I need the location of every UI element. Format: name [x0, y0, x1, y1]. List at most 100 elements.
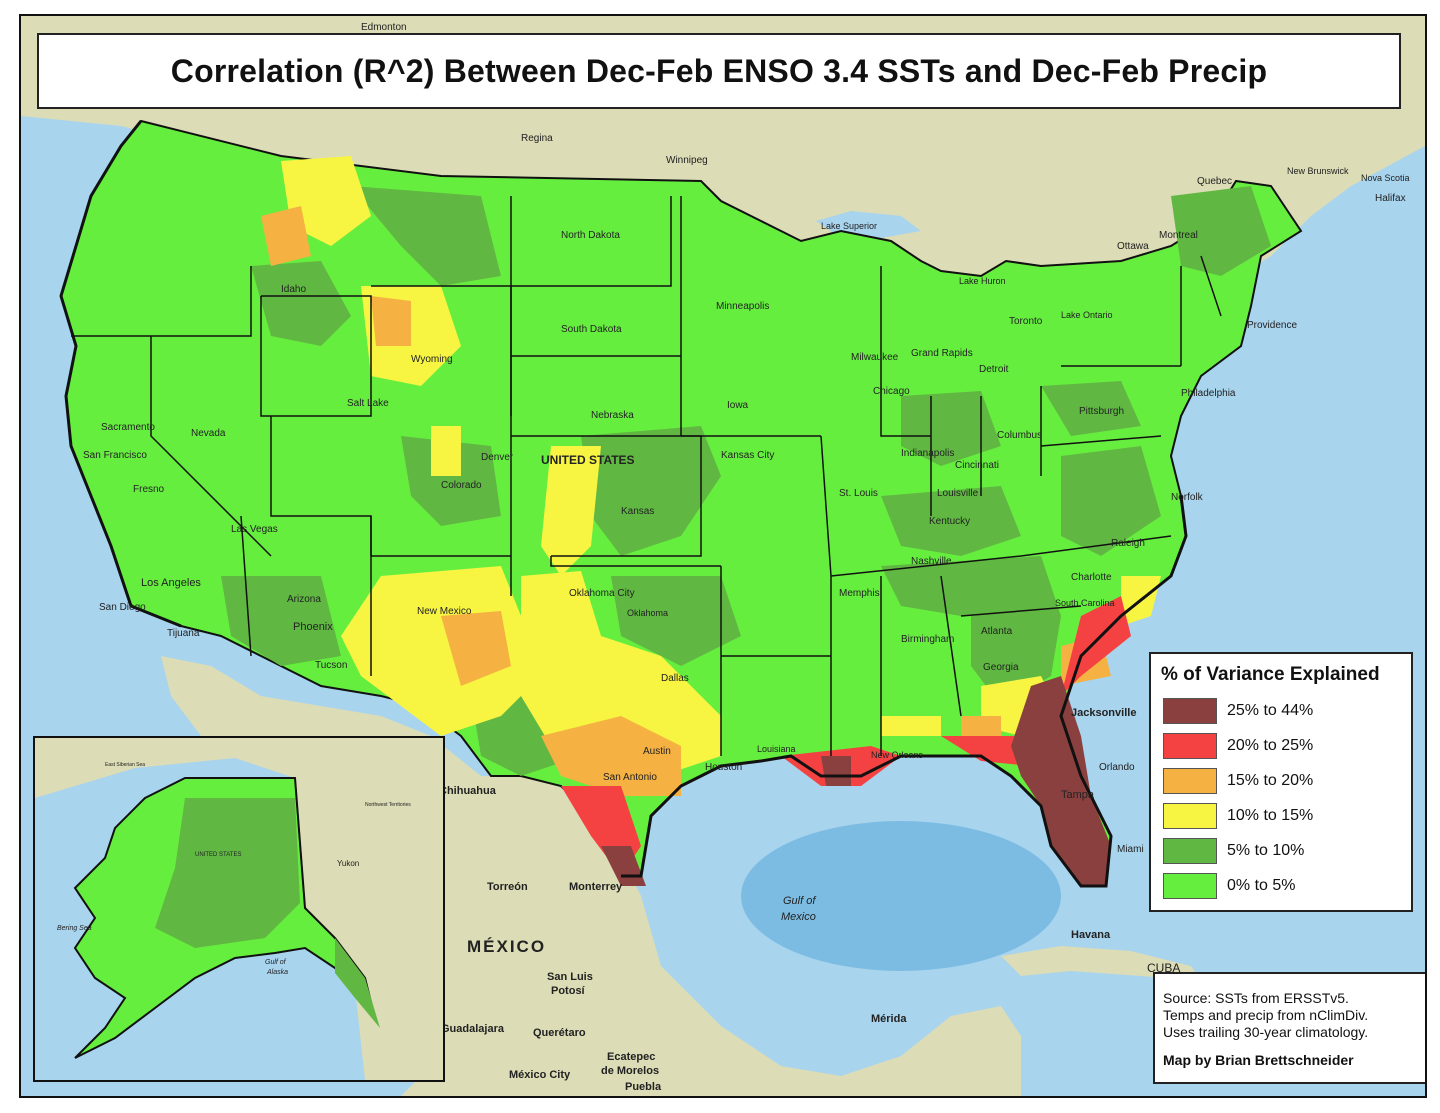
label-new-mexico: New Mexico: [417, 606, 472, 617]
legend-label: 10% to 15%: [1227, 807, 1314, 824]
label-kentucky: Kentucky: [929, 516, 970, 527]
label-tucson: Tucson: [315, 660, 347, 671]
label-guadalajara: Guadalajara: [441, 1023, 505, 1035]
label-united-states: UNITED STATES: [541, 453, 635, 467]
source-line-2: Temps and precip from nClimDiv.: [1163, 1007, 1369, 1023]
label-milwaukee: Milwaukee: [851, 352, 899, 363]
label-oklahoma-city: Oklahoma City: [569, 588, 635, 599]
legend-label: 20% to 25%: [1227, 737, 1314, 754]
label-nevada: Nevada: [191, 428, 226, 439]
label-new-brunswick: New Brunswick: [1287, 166, 1349, 176]
legend-swatch: [1163, 803, 1217, 829]
source-line-3: Uses trailing 30-year climatology.: [1163, 1024, 1369, 1040]
label-phoenix: Phoenix: [293, 621, 333, 633]
label-louisiana: Louisiana: [757, 744, 796, 754]
legend-row-10-15: 10% to 15%: [1163, 803, 1313, 829]
label-nova-scotia: Nova Scotia: [1361, 173, 1410, 183]
label-new-orleans: New Orleans: [871, 750, 924, 760]
label-iowa: Iowa: [727, 400, 749, 411]
label-torreon: Torreón: [487, 881, 528, 893]
legend-swatch: [1163, 873, 1217, 899]
label-oklahoma: Oklahoma: [627, 608, 668, 618]
label-pittsburgh: Pittsburgh: [1079, 406, 1124, 417]
legend-row-15-20: 15% to 20%: [1163, 768, 1313, 794]
gulf-deep-water: [741, 821, 1061, 971]
inset-label-bering: Bering Sea: [57, 925, 92, 932]
label-san-francisco: San Francisco: [83, 450, 147, 461]
map-labels: Edmonton Regina Winnipeg Lake Superior L…: [83, 22, 1410, 1093]
gulf-atlantic-coastline: [621, 495, 1188, 888]
legend: % of Variance Explained 25% to 44% 20% t…: [1149, 652, 1413, 912]
label-nebraska: Nebraska: [591, 410, 634, 421]
label-memphis: Memphis: [839, 588, 880, 599]
label-south-dakota: South Dakota: [561, 324, 622, 335]
label-san-luis-1: San Luis: [547, 971, 593, 983]
label-louisville: Louisville: [937, 488, 979, 499]
label-gulf-1: Gulf of: [783, 895, 816, 907]
map-frame: Edmonton Regina Winnipeg Lake Superior L…: [19, 14, 1427, 1098]
label-arizona: Arizona: [287, 594, 321, 605]
label-birmingham: Birmingham: [901, 634, 954, 645]
label-los-angeles: Los Angeles: [141, 577, 201, 589]
label-atlanta: Atlanta: [981, 626, 1013, 637]
legend-label: 15% to 20%: [1227, 772, 1314, 789]
legend-row-25-44: 25% to 44%: [1163, 698, 1313, 724]
legend-label: 5% to 10%: [1227, 842, 1305, 859]
inset-label-gulf-2: Alaska: [266, 969, 288, 976]
inset-label-yukon: Yukon: [337, 859, 359, 868]
label-st-louis: St. Louis: [839, 488, 878, 499]
legend-swatch: [1163, 768, 1217, 794]
label-indianapolis: Indianapolis: [901, 448, 954, 459]
label-norfolk: Norfolk: [1171, 492, 1204, 503]
label-halifax: Halifax: [1375, 193, 1406, 204]
label-montreal: Montreal: [1159, 230, 1198, 241]
label-raleigh: Raleigh: [1111, 538, 1145, 549]
label-idaho: Idaho: [281, 284, 306, 295]
label-cuba: CUBA: [1147, 961, 1180, 975]
region-15-20: [261, 206, 1111, 796]
legend-swatch: [1163, 838, 1217, 864]
label-ottawa: Ottawa: [1117, 241, 1149, 252]
label-miami: Miami: [1117, 844, 1144, 855]
label-dallas: Dallas: [661, 673, 689, 684]
label-nashville: Nashville: [911, 556, 952, 567]
source-line-1: Source: SSTs from ERSSTv5.: [1163, 990, 1349, 1006]
legend-swatch: [1163, 733, 1217, 759]
label-lake-superior: Lake Superior: [821, 221, 877, 231]
label-chihuahua: Chihuahua: [439, 785, 497, 797]
alaska-inset-map: UNITED STATES Bering Sea Gulf of Alaska …: [35, 738, 443, 1080]
label-philadelphia: Philadelphia: [1181, 388, 1236, 399]
alaska-region-5-10: [155, 798, 300, 948]
legend-row-20-25: 20% to 25%: [1163, 733, 1313, 759]
label-orlando: Orlando: [1099, 762, 1135, 773]
label-queretaro: Querétaro: [533, 1027, 586, 1039]
label-sacramento: Sacramento: [101, 422, 155, 433]
label-columbus: Columbus: [997, 430, 1042, 441]
label-san-diego: San Diego: [99, 602, 146, 613]
label-lake-ontario: Lake Ontario: [1061, 310, 1113, 320]
label-san-luis-2: Potosí: [551, 985, 586, 997]
label-tampa: Tampa: [1061, 789, 1095, 801]
inset-label-nwt: Northwest Territories: [365, 802, 411, 808]
label-kansas: Kansas: [621, 506, 654, 517]
label-austin: Austin: [643, 746, 671, 757]
label-puebla: Puebla: [625, 1081, 662, 1093]
label-minneapolis: Minneapolis: [716, 301, 769, 312]
map-title-box: Correlation (R^2) Between Dec-Feb ENSO 3…: [37, 33, 1401, 109]
label-georgia: Georgia: [983, 662, 1019, 673]
label-edmonton: Edmonton: [361, 22, 407, 33]
inset-land: [35, 738, 443, 1080]
label-san-antonio: San Antonio: [603, 772, 657, 783]
label-cincinnati: Cincinnati: [955, 460, 999, 471]
legend-title: % of Variance Explained: [1161, 664, 1380, 685]
legend-row-5-10: 5% to 10%: [1163, 838, 1304, 864]
label-lake-huron: Lake Huron: [959, 276, 1006, 286]
label-toronto: Toronto: [1009, 316, 1043, 327]
label-mexico-city: México City: [509, 1069, 571, 1081]
label-quebec: Quebec: [1197, 176, 1232, 187]
label-charlotte: Charlotte: [1071, 572, 1112, 583]
legend-label: 25% to 44%: [1227, 702, 1314, 719]
label-denver: Denver: [481, 452, 514, 463]
inset-label-us: UNITED STATES: [195, 852, 241, 858]
label-houston: Houston: [705, 762, 742, 773]
